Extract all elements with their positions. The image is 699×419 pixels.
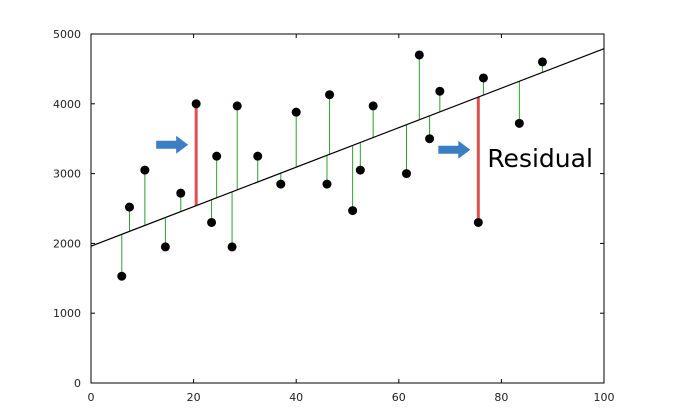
x-tick-label: 20: [187, 391, 201, 404]
data-point: [117, 271, 127, 281]
data-point: [355, 165, 365, 175]
arrow-icon: [438, 140, 471, 159]
data-point: [253, 151, 263, 161]
regression-line: [90, 48, 605, 247]
data-point: [232, 101, 242, 111]
x-tick-label: 100: [594, 391, 615, 404]
data-point: [514, 118, 524, 128]
data-point: [322, 179, 332, 189]
data-point: [160, 242, 170, 252]
annotations-layer: Residual: [156, 135, 593, 173]
y-tick-label: 1000: [53, 307, 81, 320]
points-layer: [117, 50, 547, 281]
y-tick-label: 4000: [53, 98, 81, 111]
residuals-layer: [121, 54, 543, 277]
data-point: [537, 57, 547, 67]
data-point: [473, 217, 483, 227]
x-tick-label: 60: [392, 391, 406, 404]
y-tick-label: 3000: [53, 168, 81, 181]
data-point: [212, 151, 222, 161]
residual-label: Residual: [487, 144, 593, 173]
x-tick-label: 40: [289, 391, 303, 404]
data-point: [401, 169, 411, 179]
data-point: [140, 165, 150, 175]
data-point: [291, 107, 301, 117]
data-point: [478, 73, 488, 83]
x-tick-label: 0: [88, 391, 95, 404]
data-point: [124, 202, 134, 212]
data-point: [348, 206, 358, 216]
data-point: [227, 242, 237, 252]
data-point: [368, 101, 378, 111]
data-point: [325, 90, 335, 100]
y-tick-label: 5000: [53, 28, 81, 41]
data-point: [176, 188, 186, 198]
data-point: [191, 99, 201, 109]
data-point: [276, 179, 286, 189]
plot-frame: [90, 33, 605, 384]
y-tick-label: 0: [74, 377, 81, 390]
arrow-icon: [156, 135, 189, 154]
data-point: [435, 86, 445, 96]
y-tick-label: 2000: [53, 237, 81, 250]
data-point: [207, 217, 217, 227]
data-point: [425, 134, 435, 144]
data-point: [414, 50, 424, 60]
x-tick-label: 80: [494, 391, 508, 404]
